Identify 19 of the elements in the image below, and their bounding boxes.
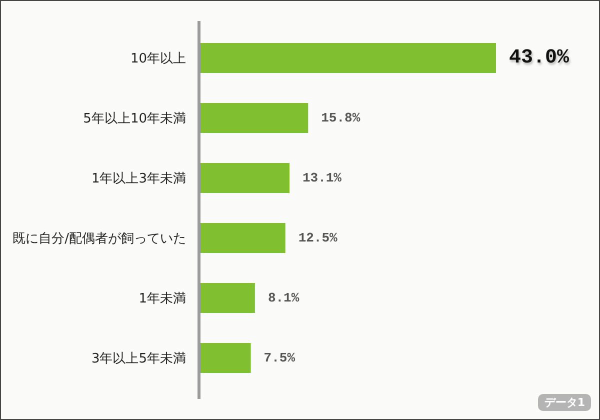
bar	[199, 343, 251, 373]
y-tick-label: 1年未満	[138, 292, 186, 307]
text: データ1	[538, 394, 591, 411]
data-label: 13.1%	[302, 170, 342, 186]
bar	[199, 223, 286, 253]
data-label: 15.8%	[321, 110, 360, 126]
y-tick-label: 5年以上10年未満	[83, 112, 186, 127]
y-tick-label: 既に自分/配偶者が飼っていた	[12, 232, 186, 247]
data-label: 43.0%	[509, 46, 570, 70]
bar	[199, 163, 290, 193]
data-label: 7.5%	[264, 350, 296, 366]
data-label: 8.1%	[268, 290, 300, 306]
bar	[199, 103, 308, 133]
bar	[199, 43, 496, 73]
data-label: 12.5%	[298, 230, 338, 246]
y-tick-label: 1年以上3年未満	[91, 172, 186, 187]
bar	[199, 283, 255, 313]
y-tick-label: 10年以上	[130, 52, 186, 67]
y-tick-label: 3年以上5年未満	[91, 352, 186, 367]
